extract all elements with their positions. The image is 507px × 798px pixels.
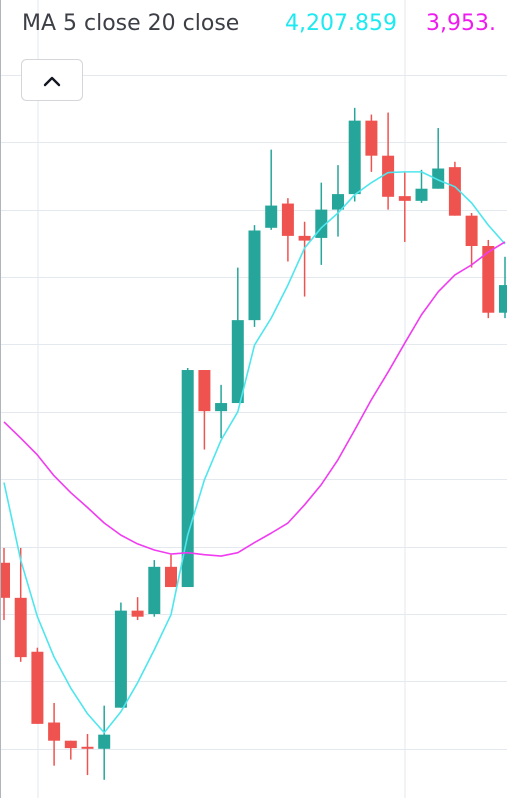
button-frame[interactable] xyxy=(21,59,83,101)
candle-body xyxy=(231,320,244,404)
candle-body xyxy=(332,194,344,210)
candle-body xyxy=(81,746,94,749)
candle-body xyxy=(348,120,361,195)
candle-body xyxy=(265,205,278,228)
candle-body xyxy=(31,651,44,724)
ma-line xyxy=(3,171,506,734)
candle-body xyxy=(465,215,478,247)
candle-body xyxy=(482,246,495,313)
candle-body xyxy=(248,230,261,321)
candle-body xyxy=(365,120,378,156)
candle-body xyxy=(48,722,61,741)
candle-body xyxy=(114,610,127,708)
chevron-icon[interactable] xyxy=(43,76,61,87)
ma20-value: 3,953. xyxy=(426,11,496,36)
candle-body xyxy=(415,188,428,201)
candle-body xyxy=(298,235,311,241)
candle-body xyxy=(131,610,144,617)
collapse-button[interactable] xyxy=(21,59,83,101)
candle-body xyxy=(198,370,211,412)
candle-body xyxy=(281,203,294,236)
candle-body xyxy=(499,285,507,313)
candle-body xyxy=(98,734,111,749)
candle-body xyxy=(181,370,194,588)
candle-body xyxy=(398,196,411,201)
candle-body xyxy=(215,403,228,412)
candle-body xyxy=(64,740,77,749)
candle-body xyxy=(14,597,27,658)
ma-line xyxy=(3,241,506,557)
candle-body xyxy=(0,562,10,598)
candle-body xyxy=(448,167,461,216)
plot-area xyxy=(0,107,507,780)
indicator-label: MA 5 close 20 close xyxy=(22,11,239,36)
candle-body xyxy=(148,566,161,615)
candle-body xyxy=(432,168,445,189)
candle-body xyxy=(165,566,177,588)
ma5-value: 4,207.859 xyxy=(285,11,397,36)
candle-body xyxy=(382,155,395,197)
